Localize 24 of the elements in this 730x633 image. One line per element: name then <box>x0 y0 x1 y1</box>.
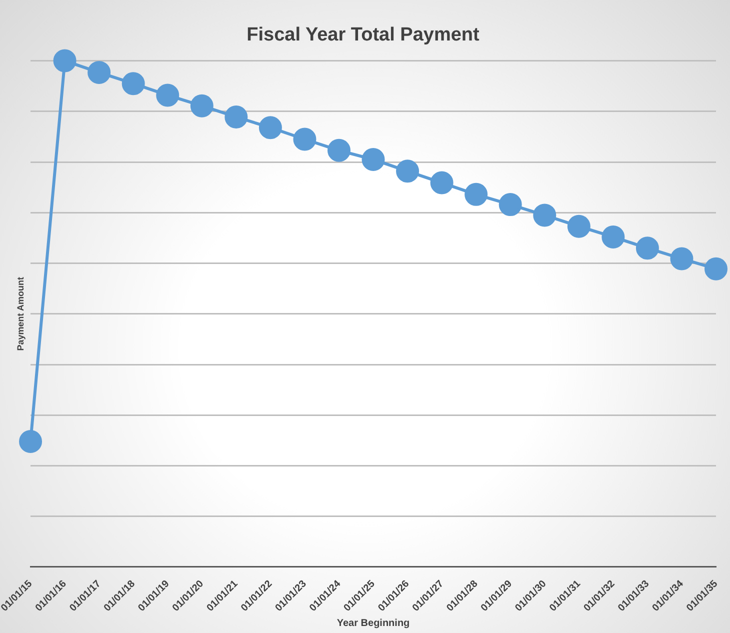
point <box>19 430 42 453</box>
point <box>533 204 556 227</box>
point <box>53 49 76 72</box>
chart-title: Fiscal Year Total Payment <box>246 24 480 46</box>
point <box>567 214 590 238</box>
point <box>122 72 145 96</box>
point <box>464 182 488 206</box>
point <box>396 160 420 183</box>
point <box>190 94 214 118</box>
point <box>498 193 522 216</box>
y-axis-title: Payment Amount <box>16 277 26 351</box>
point <box>430 171 454 194</box>
point <box>362 148 385 172</box>
point <box>327 138 350 162</box>
point <box>88 60 111 84</box>
point <box>670 247 694 270</box>
point <box>293 128 316 151</box>
point <box>224 105 248 128</box>
point <box>156 84 180 107</box>
point <box>602 225 625 248</box>
point <box>636 236 659 260</box>
point <box>704 257 728 280</box>
point <box>258 116 282 140</box>
x-axis-title: Year Beginning <box>336 618 410 629</box>
